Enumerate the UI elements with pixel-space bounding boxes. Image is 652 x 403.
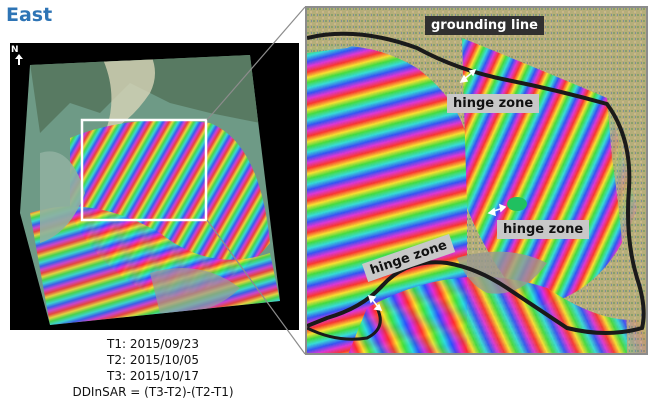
north-arrow-icon: N <box>11 45 23 65</box>
caption-t1: T1: 2015/09/23 <box>107 337 199 351</box>
hinge-zone-label-1: hinge zone <box>447 94 540 113</box>
caption-t2: T2: 2015/10/05 <box>107 353 199 367</box>
detail-interferogram: grounding line hinge zone hinge zone hin… <box>305 6 648 355</box>
grounding-line-trace <box>307 31 646 335</box>
overview-image <box>20 55 280 325</box>
double-arrow-icon <box>367 68 507 311</box>
hinge-zone-label-2: hinge zone <box>497 220 590 239</box>
region-title: East <box>6 4 53 26</box>
detail-image <box>307 8 646 353</box>
svg-text:N: N <box>11 45 19 55</box>
grounding-line-label: grounding line <box>425 16 544 35</box>
selection-box <box>80 118 208 222</box>
caption-formula: DDInSAR = (T3-T2)-(T2-T1) <box>72 385 234 399</box>
caption-t3: T3: 2015/10/17 <box>107 369 199 383</box>
acquisition-captions: T1: 2015/09/23 T2: 2015/10/05 T3: 2015/1… <box>58 336 248 400</box>
overview-interferogram: N <box>10 43 299 330</box>
